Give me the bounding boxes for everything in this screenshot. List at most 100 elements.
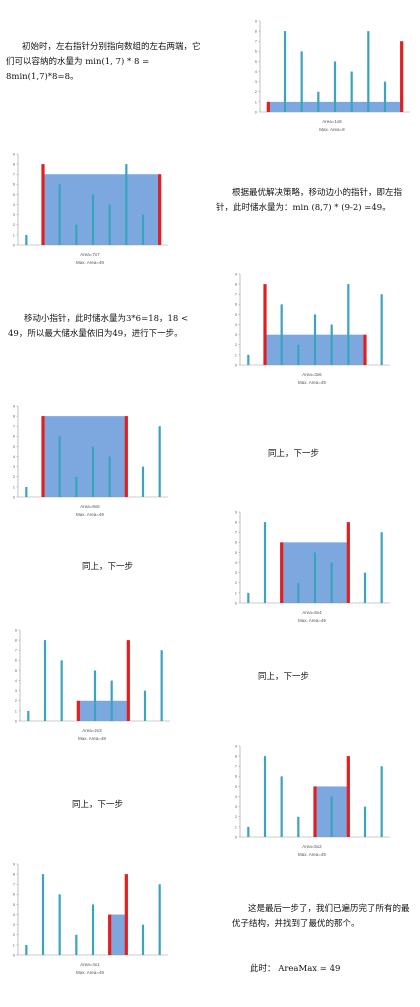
y-tick-label: 4 — [235, 322, 238, 327]
y-tick-label: 1 — [13, 232, 16, 237]
height-bar — [75, 934, 78, 955]
height-bar — [93, 670, 97, 721]
height-bar — [91, 904, 95, 955]
pointer-bar — [313, 786, 317, 837]
height-bar — [160, 650, 163, 721]
y-tick-label: 3 — [235, 804, 238, 809]
y-tick-label: 7 — [255, 39, 258, 44]
height-bar — [247, 592, 250, 603]
height-bar — [383, 81, 387, 112]
pointer-bar — [158, 174, 162, 245]
height-bar — [313, 314, 317, 365]
height-bar — [141, 924, 145, 955]
height-bar — [263, 756, 267, 837]
y-tick-label: 1 — [13, 484, 16, 489]
height-bar — [60, 660, 63, 721]
y-tick-label: 6 — [15, 658, 18, 663]
height-bar — [283, 31, 287, 112]
height-bar — [108, 456, 111, 497]
height-bar — [380, 294, 383, 365]
y-tick-label: 0 — [13, 242, 16, 247]
y-tick-label: 5 — [13, 192, 16, 197]
height-bar — [380, 532, 383, 603]
pointer-bar — [280, 542, 284, 603]
height-bar — [75, 224, 78, 245]
pointer-bar — [41, 164, 45, 245]
y-tick-label: 0 — [235, 362, 238, 367]
chart-svg: 0 1 2 3 4 5 6 7 8 9 — [255, 18, 410, 114]
y-tick-label: 8 — [235, 520, 238, 525]
y-tick-label: 4 — [235, 560, 238, 565]
height-bar — [300, 51, 303, 112]
y-tick-label: 7 — [235, 764, 238, 769]
y-tick-label: 2 — [13, 474, 16, 479]
y-tick-label: 3 — [15, 688, 18, 693]
step-6-text: 同上，下一步 — [258, 672, 310, 682]
area-caption: Area=8x5 — [80, 504, 100, 509]
y-tick-label: 3 — [13, 922, 16, 927]
y-tick-label: 1 — [13, 942, 16, 947]
y-tick-label: 8 — [15, 638, 18, 643]
height-bar — [91, 446, 95, 497]
height-bar — [367, 31, 370, 112]
y-tick-label: 8 — [235, 754, 238, 759]
y-tick-label: 9 — [235, 509, 238, 514]
y-tick-label: 6 — [13, 892, 16, 897]
y-tick-label: 5 — [235, 312, 238, 317]
y-tick-label: 0 — [255, 109, 258, 114]
height-bar — [58, 436, 61, 497]
max-area-caption: Max. Area=49 — [298, 380, 326, 385]
y-tick-label: 0 — [15, 718, 18, 723]
y-tick-label: 9 — [13, 861, 16, 866]
chart-step-8: 0 1 2 3 4 5 6 7 8 9 Area=4x1 Max. Area=49 — [6, 858, 174, 977]
height-bar — [25, 944, 28, 955]
height-bar — [43, 640, 47, 721]
y-tick-label: 0 — [235, 834, 238, 839]
chart-svg: 0 1 2 3 4 5 6 7 8 9 — [235, 743, 390, 839]
y-tick-label: 7 — [13, 172, 16, 177]
y-tick-label: 1 — [255, 99, 258, 104]
pointer-bar — [124, 416, 128, 497]
step-3-text: 移动小指针，此时储水量为3*6=18，18 < 49，所以最大储水量依旧为49，… — [8, 314, 189, 339]
y-tick-label: 6 — [235, 540, 238, 545]
height-bar — [297, 582, 300, 603]
y-tick-label: 1 — [235, 590, 238, 595]
y-tick-label: 9 — [235, 743, 238, 748]
y-tick-label: 7 — [235, 292, 238, 297]
chart-step-4: 0 1 2 3 4 5 6 7 8 9 Area=8x5 Max. Area=49 — [6, 400, 174, 519]
y-tick-label: 0 — [13, 952, 16, 957]
chart-svg: 0 1 2 3 4 5 6 7 8 9 — [15, 627, 170, 723]
y-tick-label: 7 — [235, 530, 238, 535]
max-area-caption: Max. Area=49 — [76, 512, 104, 517]
y-tick-label: 9 — [255, 18, 258, 23]
y-tick-label: 2 — [15, 698, 18, 703]
y-tick-label: 3 — [255, 79, 258, 84]
water-area — [43, 416, 127, 497]
y-tick-label: 3 — [13, 212, 16, 217]
pointer-bar — [266, 101, 270, 112]
water-area — [43, 174, 160, 245]
step-4-text: 同上，下一步 — [268, 449, 320, 459]
area-caption: Area=6x4 — [302, 610, 322, 615]
height-bar — [110, 680, 113, 721]
y-tick-label: 0 — [13, 494, 16, 499]
y-tick-label: 7 — [13, 424, 16, 429]
y-tick-label: 4 — [15, 678, 18, 683]
height-bar — [125, 164, 128, 245]
pointer-bar — [41, 416, 45, 497]
area-caption: Area=4x1 — [80, 962, 100, 967]
y-tick-label: 6 — [13, 434, 16, 439]
height-bar — [75, 476, 78, 497]
y-tick-label: 1 — [235, 824, 238, 829]
height-bar — [158, 884, 161, 955]
y-tick-label: 6 — [235, 302, 238, 307]
max-area-caption: Max. Area=8 — [319, 127, 345, 132]
pointer-bar — [263, 284, 267, 365]
height-bar — [350, 71, 353, 112]
pointer-bar — [108, 914, 112, 955]
y-tick-label: 3 — [13, 464, 16, 469]
height-bar — [58, 894, 61, 955]
area-caption: Area=7x7 — [80, 252, 100, 257]
pointer-bar — [346, 756, 350, 837]
height-bar — [280, 304, 283, 365]
